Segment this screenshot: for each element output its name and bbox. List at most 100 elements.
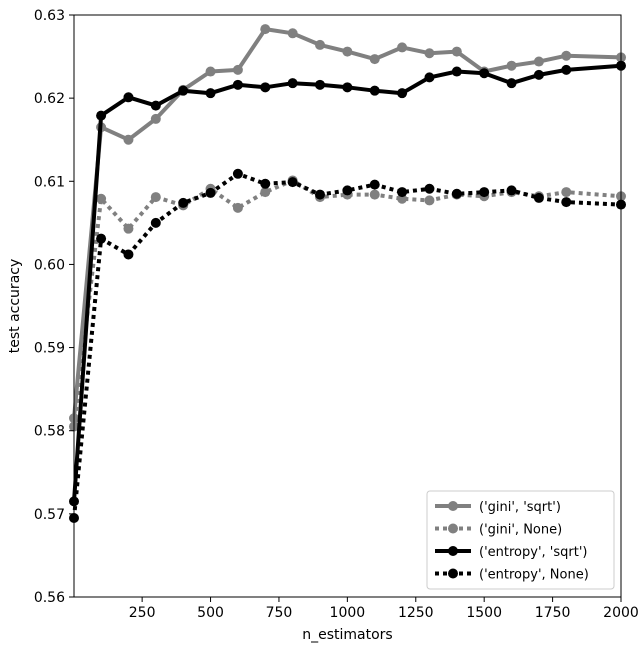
y-tick-label: 0.57: [34, 507, 65, 523]
data-point: [451, 46, 462, 57]
series-line: [72, 63, 622, 502]
data-point: [205, 66, 216, 77]
data-point: [314, 189, 325, 200]
data-point: [369, 85, 380, 96]
data-point: [424, 195, 435, 206]
data-point: [96, 193, 107, 204]
y-axis: 0.56 0.57 0.58 0.59 0.60 0.61 0.62 0.63: [34, 8, 74, 606]
legend-label: ('gini', None): [479, 523, 562, 538]
data-point: [479, 68, 490, 79]
data-point: [150, 100, 161, 111]
legend-item: ('gini', None): [435, 523, 562, 538]
x-tick-label: 1250: [398, 605, 434, 621]
x-axis-label: n_estimators: [302, 627, 392, 643]
data-point: [123, 134, 134, 145]
x-tick-label: 1500: [466, 605, 502, 621]
y-tick-label: 0.61: [34, 174, 65, 190]
series-1: [69, 175, 626, 432]
data-point: [232, 202, 243, 213]
data-point: [287, 28, 298, 39]
data-point: [397, 187, 408, 198]
series-line: [72, 178, 622, 427]
legend: ('gini', 'sqrt') ('gini', None) ('entropy'…: [426, 490, 615, 590]
series-3: [69, 168, 626, 524]
legend-marker: [448, 546, 458, 556]
data-point: [96, 110, 107, 121]
legend-label: ('entropy', None): [479, 568, 589, 583]
x-tick-label: 1750: [535, 605, 571, 621]
data-point: [506, 60, 517, 71]
data-point: [369, 54, 380, 65]
x-tick-label: 500: [197, 605, 224, 621]
data-point: [506, 78, 517, 89]
data-point: [479, 187, 490, 198]
data-point: [424, 183, 435, 194]
data-point: [506, 185, 517, 196]
y-tick-label: 0.63: [34, 8, 65, 24]
series-layer: [69, 24, 626, 524]
data-point: [342, 82, 353, 93]
data-point: [424, 72, 435, 83]
data-point: [260, 187, 271, 198]
legend-item: ('entropy', 'sqrt'): [435, 545, 587, 560]
data-point: [260, 178, 271, 189]
data-point: [287, 177, 298, 188]
data-point: [424, 48, 435, 59]
data-point: [260, 82, 271, 93]
series-2: [69, 60, 626, 507]
y-tick-label: 0.62: [34, 91, 65, 107]
data-point: [369, 179, 380, 190]
data-point: [150, 113, 161, 124]
data-point: [342, 46, 353, 57]
data-point: [232, 168, 243, 179]
data-point: [397, 88, 408, 99]
data-point: [561, 197, 572, 208]
legend-label: ('entropy', 'sqrt'): [479, 545, 587, 560]
x-axis: 250 500 750 1000 1250 1500 1750 2000: [129, 597, 639, 621]
legend-marker: [448, 568, 458, 579]
data-point: [232, 79, 243, 90]
data-point: [150, 192, 161, 203]
legend-label: ('gini', 'sqrt'): [479, 500, 561, 515]
legend-item: ('entropy', None): [435, 568, 589, 583]
data-point: [533, 192, 544, 203]
data-point: [123, 223, 134, 234]
data-point: [369, 189, 380, 200]
data-point: [123, 249, 134, 260]
series-0: [69, 24, 626, 424]
data-point: [397, 42, 408, 53]
data-point: [561, 50, 572, 61]
data-point: [342, 185, 353, 196]
data-point: [205, 187, 216, 198]
x-tick-label: 250: [129, 605, 156, 621]
y-tick-label: 0.58: [34, 424, 65, 440]
data-point: [451, 66, 462, 77]
data-point: [533, 69, 544, 80]
legend-box: [426, 490, 615, 590]
data-point: [287, 78, 298, 89]
legend-item: ('gini', 'sqrt'): [435, 500, 561, 515]
data-point: [178, 85, 189, 96]
data-point: [533, 56, 544, 67]
data-point: [150, 217, 161, 228]
data-point: [178, 197, 189, 208]
y-tick-label: 0.60: [34, 257, 65, 273]
data-point: [314, 79, 325, 90]
legend-marker: [448, 523, 458, 534]
data-point: [232, 64, 243, 75]
x-tick-label: 1000: [330, 605, 366, 621]
data-point: [123, 92, 134, 103]
x-tick-label: 750: [266, 605, 293, 621]
data-point: [561, 64, 572, 75]
y-axis-label: test accuracy: [7, 259, 23, 354]
y-tick-label: 0.59: [34, 341, 65, 357]
data-point: [96, 233, 107, 244]
legend-marker: [448, 501, 458, 511]
data-point: [314, 39, 325, 50]
y-tick-label: 0.56: [34, 590, 65, 606]
data-point: [205, 88, 216, 99]
data-point: [451, 188, 462, 199]
data-point: [260, 24, 271, 35]
data-point: [561, 187, 572, 198]
